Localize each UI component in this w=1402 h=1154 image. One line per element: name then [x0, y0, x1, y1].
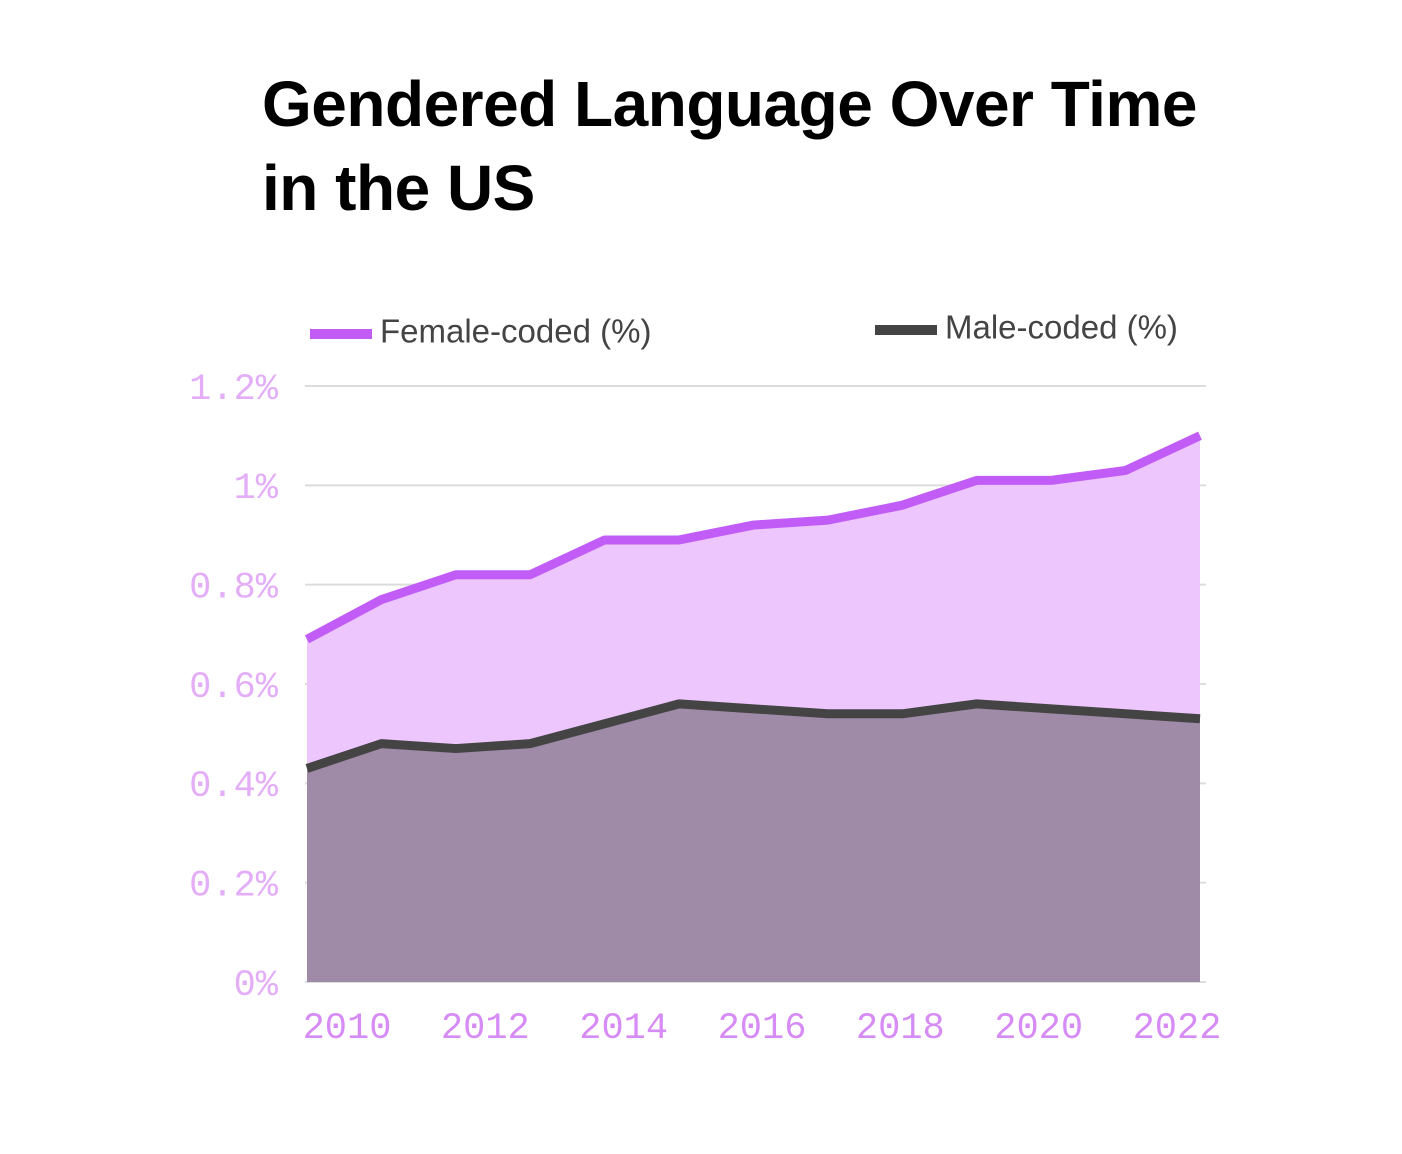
line	[305, 699, 1201, 773]
x-tick-label: 2016	[718, 1008, 807, 1050]
y-tick-label: 0.6%	[189, 667, 279, 709]
y-tick-label: 0.4%	[189, 766, 279, 808]
x-tick-label: 2014	[579, 1008, 668, 1050]
y-tick-label: 0%	[234, 965, 279, 1007]
legend-label: Female-coded (%)	[380, 313, 651, 350]
x-tick-label: 2020	[994, 1008, 1083, 1050]
line	[304, 431, 1202, 644]
x-tick-label: 2012	[441, 1008, 530, 1050]
y-tick-label: 0.8%	[189, 567, 279, 609]
y-tick-label: 1.2%	[189, 369, 279, 411]
x-tick-label: 2018	[856, 1008, 945, 1050]
x-tick-label: 2022	[1133, 1008, 1222, 1050]
y-tick-label: 1%	[234, 468, 279, 510]
y-tick-label: 0.2%	[189, 865, 279, 907]
x-tick-label: 2010	[303, 1008, 392, 1050]
legend-label: Male-coded (%)	[945, 309, 1178, 346]
chart-title: Gendered Language Over Time in the US	[262, 68, 1197, 224]
area	[307, 703, 1200, 982]
